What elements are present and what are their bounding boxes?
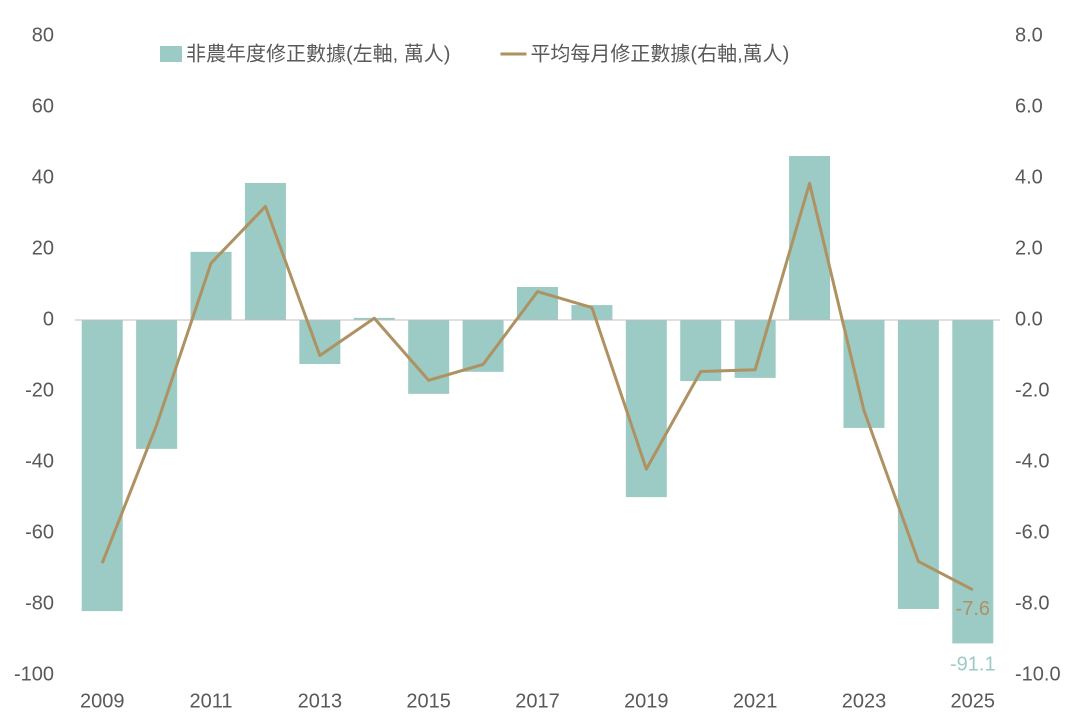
y2-tick-label: -2.0	[1015, 379, 1049, 401]
y-tick-label: 80	[32, 24, 54, 46]
y-tick-label: 20	[32, 237, 54, 259]
y2-tick-label: 8.0	[1015, 24, 1043, 46]
y2-tick-label: 2.0	[1015, 237, 1043, 259]
x-tick-label: 2011	[190, 690, 233, 712]
x-tick-label: 2013	[298, 690, 343, 712]
x-tick-label: 2021	[733, 690, 778, 712]
legend-swatch	[160, 46, 182, 62]
y-tick-label: 0	[43, 308, 54, 330]
line	[100, 181, 974, 592]
y2-tick-label: -10.0	[1015, 663, 1061, 685]
y-tick-label: -80	[25, 592, 54, 614]
data-label: -91.1	[950, 654, 996, 676]
legend-label: 平均每月修正數據(右軸,萬人)	[530, 42, 789, 65]
y-tick-label: 60	[32, 95, 54, 117]
y2-tick-label: -8.0	[1015, 592, 1049, 614]
y2-tick-label: 0.0	[1015, 308, 1043, 330]
data-label: -7.6	[956, 598, 990, 620]
y-tick-label: -40	[25, 450, 54, 472]
bar	[299, 320, 341, 365]
x-tick-label: 2023	[842, 690, 887, 712]
bar	[897, 320, 939, 609]
y2-tick-label: 6.0	[1015, 95, 1043, 117]
bar	[408, 320, 450, 394]
y-tick-label: -20	[25, 379, 54, 401]
x-tick-label: 2015	[406, 690, 451, 712]
y2-tick-label: 4.0	[1015, 166, 1043, 188]
bar	[244, 182, 286, 320]
y-tick-label: -60	[25, 521, 54, 543]
x-tick-label: 2025	[951, 690, 996, 712]
bar	[81, 320, 123, 612]
x-tick-label: 2017	[515, 690, 560, 712]
y2-tick-label: -4.0	[1015, 450, 1049, 472]
legend-label: 非農年度修正數據(左軸, 萬人)	[186, 42, 450, 65]
y-tick-label: 40	[32, 166, 54, 188]
bar	[571, 305, 613, 320]
y2-tick-label: -6.0	[1015, 521, 1049, 543]
x-tick-label: 2009	[80, 690, 125, 712]
bar	[952, 320, 994, 644]
x-tick-label: 2019	[624, 690, 669, 712]
y-tick-label: -100	[14, 663, 54, 685]
